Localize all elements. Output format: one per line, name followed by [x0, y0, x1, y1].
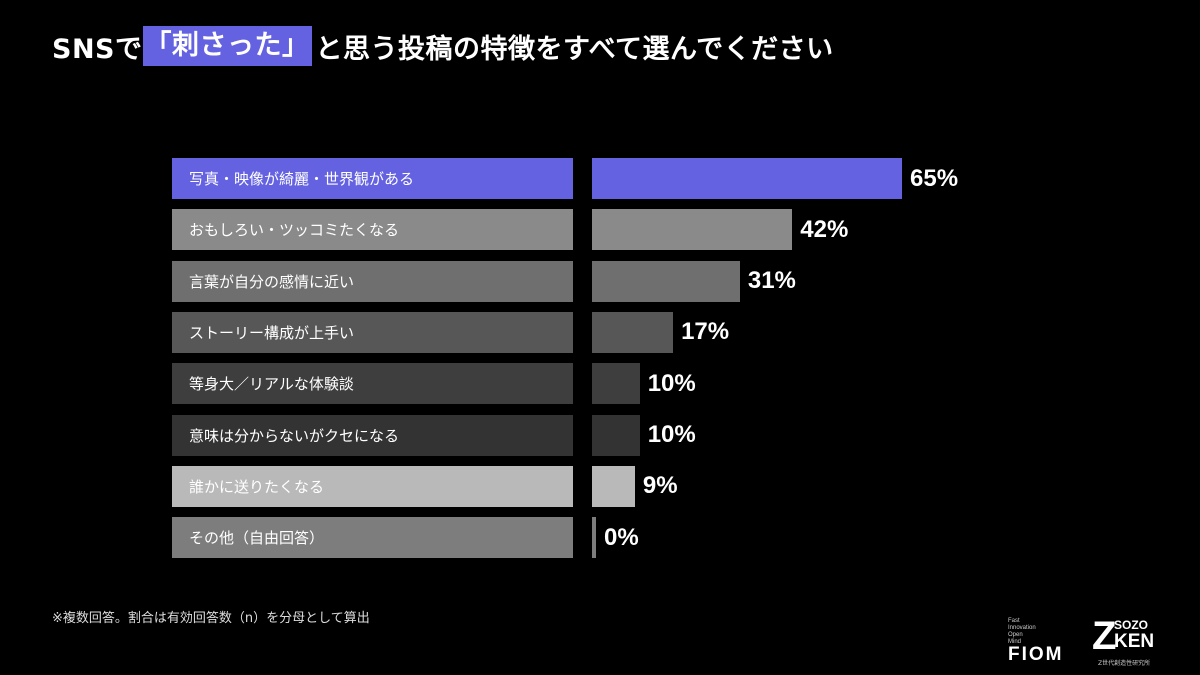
sozoken-z-mark: Z	[1092, 614, 1117, 658]
category-label: おもしろい・ツッコミたくなる	[172, 209, 573, 251]
data-label: 17%	[681, 318, 730, 346]
title-prefix: SNSで	[52, 33, 143, 65]
sozoken-logo: Z SOZO KEN Z世代創造性研究所	[1092, 616, 1164, 668]
fiom-wordmark: FIOM	[1008, 644, 1064, 665]
data-label: 10%	[647, 421, 696, 448]
bar	[592, 158, 902, 199]
data-label: 42%	[800, 215, 849, 243]
fiom-tagline-2: Innovation	[1008, 625, 1036, 631]
category-label: 言葉が自分の感情に近い	[172, 260, 573, 302]
sozoken-subtitle: Z世代創造性研究所	[1098, 660, 1151, 667]
sozoken-top-text: SOZO	[1114, 618, 1149, 632]
category-label: 誰かに送りたくなる	[172, 465, 573, 507]
title-suffix: と思う投稿の特徴をすべて選んでください	[315, 33, 834, 65]
category-label: その他（自由回答）	[172, 517, 573, 559]
data-label: 10%	[647, 369, 696, 397]
category-label: 等身大／リアルな体験談	[172, 363, 573, 405]
bar	[592, 414, 640, 456]
data-label: 9%	[642, 472, 678, 500]
footnote: ※複数回答。割合は有効回答数（n）を分母として算出	[52, 611, 370, 626]
data-label: 0%	[604, 523, 639, 551]
fiom-tagline-3: Open	[1008, 632, 1023, 638]
bar	[592, 311, 674, 353]
fiom-tagline-1: Fast	[1008, 618, 1020, 624]
data-label: 31%	[747, 267, 796, 295]
category-label: 写真・映像が綺麗・世界観がある	[172, 158, 573, 199]
bar	[592, 363, 640, 405]
bar	[592, 465, 635, 507]
category-label: ストーリー構成が上手い	[172, 311, 573, 353]
sozoken-wordmark: KEN	[1114, 631, 1155, 652]
page-title: SNSで 「刺さった」 と思う投稿の特徴をすべて選んでください	[52, 26, 834, 66]
bar	[592, 260, 740, 302]
fiom-logo: Fast Innovation Open Mind FIOM	[1008, 618, 1082, 666]
title-highlight: 「刺さった」	[142, 26, 312, 66]
fiom-tagline-4: Mind	[1008, 639, 1022, 645]
data-label: 65%	[910, 164, 959, 192]
bar	[592, 209, 793, 251]
category-label: 意味は分からないがクセになる	[172, 414, 573, 456]
bar	[592, 517, 596, 559]
